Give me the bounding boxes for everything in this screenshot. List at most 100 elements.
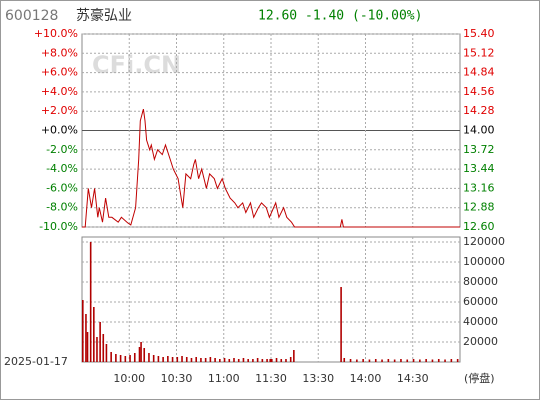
last-price: 12.60	[258, 9, 297, 24]
volume-bar	[256, 358, 259, 362]
x-tick-label: 14:00	[350, 372, 382, 385]
volume-bar	[444, 359, 446, 362]
y-tick-label: 14.28	[463, 104, 495, 117]
volume-bar	[419, 359, 421, 362]
volume-bar	[105, 344, 108, 362]
price-line	[82, 108, 460, 228]
y-tick-label: 13.72	[463, 143, 495, 156]
y2-tick-label: -6.0%	[46, 181, 78, 194]
volume-bar	[209, 357, 212, 362]
y-tick-label: 12.88	[463, 201, 495, 214]
volume-tick-label: 60000	[463, 295, 498, 308]
volume-bar	[349, 359, 352, 362]
y2-tick-label: -10.0%	[39, 220, 78, 233]
volume-bar	[167, 356, 169, 362]
y-tick-label: 14.56	[463, 85, 495, 98]
price-change: -1.40	[305, 9, 344, 24]
volume-bar	[190, 358, 193, 362]
x-tick-label: 11:30	[255, 372, 287, 385]
volume-bar	[450, 359, 453, 362]
y-tick-label: 14.00	[463, 124, 495, 137]
volume-bar	[214, 358, 216, 362]
volume-bar	[162, 357, 164, 362]
volume-bar	[289, 357, 292, 362]
volume-bar	[456, 359, 459, 362]
volume-bar	[102, 334, 105, 362]
y2-tick-label: +6.0%	[41, 66, 78, 79]
volume-bar	[82, 300, 84, 362]
volume-bar	[129, 355, 131, 362]
volume-bar	[387, 359, 390, 362]
volume-bar	[140, 342, 142, 362]
watermark: CFi.CN	[92, 51, 181, 79]
volume-tick-label: 20000	[463, 335, 498, 348]
volume-bar	[185, 357, 188, 362]
y-tick-label: 15.40	[463, 27, 495, 40]
x-tick-label: 11:00	[208, 372, 240, 385]
volume-bar	[356, 359, 358, 362]
volume-tick-label: 80000	[463, 275, 498, 288]
status-label: (停盘)	[464, 371, 495, 385]
volume-bar	[362, 359, 364, 362]
volume-bar	[242, 358, 245, 362]
volume-bar	[374, 359, 377, 362]
volume-bar	[119, 355, 122, 362]
y2-tick-label: +8.0%	[41, 46, 78, 59]
pct-change: (-10.00%)	[352, 9, 422, 24]
volume-bar	[148, 353, 150, 362]
volume-bar	[340, 287, 342, 362]
volume-bar	[181, 356, 183, 362]
y2-tick-label: +0.0%	[41, 124, 78, 137]
volume-bar	[266, 359, 268, 362]
volume-tick-label: 40000	[463, 315, 498, 328]
stock-name: 苏豪弘业	[76, 8, 132, 24]
y2-tick-label: -2.0%	[46, 143, 78, 156]
volume-tick-label: 120000	[463, 235, 505, 248]
volume-bar	[152, 355, 155, 362]
volume-bar	[271, 359, 273, 362]
volume-bar	[233, 358, 235, 362]
volume-bar	[247, 359, 249, 362]
stock-code: 600128	[5, 8, 58, 24]
volume-bar	[400, 359, 402, 362]
y2-tick-label: -8.0%	[46, 201, 78, 214]
y-tick-label: 15.12	[463, 46, 495, 59]
volume-bar	[293, 350, 295, 362]
volume-bar	[124, 356, 127, 362]
volume-bar	[368, 359, 371, 362]
y-tick-label: 13.44	[463, 162, 495, 175]
y-tick-label: 13.16	[463, 181, 495, 194]
volume-bar	[343, 358, 346, 362]
volume-bar	[425, 359, 427, 362]
y2-tick-label: +10.0%	[34, 27, 78, 40]
volume-bar	[157, 356, 160, 362]
volume-bar	[138, 347, 141, 362]
volume-bar	[93, 307, 95, 362]
volume-bar	[143, 348, 146, 362]
y2-tick-label: +4.0%	[41, 85, 78, 98]
y2-tick-label: +2.0%	[41, 104, 78, 117]
volume-bar	[223, 358, 226, 362]
y-tick-label: 12.60	[463, 220, 495, 233]
volume-bar	[237, 359, 240, 362]
volume-bar	[285, 359, 287, 362]
volume-bar	[381, 359, 383, 362]
volume-bar	[252, 359, 254, 362]
x-tick-label: 13:30	[302, 372, 334, 385]
volume-bar	[96, 337, 98, 362]
volume-bar	[219, 359, 221, 362]
x-tick-label: 10:30	[161, 372, 193, 385]
x-tick-label: 10:00	[113, 372, 145, 385]
volume-bar	[200, 358, 202, 362]
volume-bar	[393, 359, 396, 362]
volume-bar	[110, 352, 112, 362]
volume-bar	[176, 357, 179, 362]
y-tick-label: 14.84	[463, 66, 495, 79]
volume-bar	[412, 359, 415, 362]
volume-bar	[99, 322, 101, 362]
volume-bar	[204, 358, 207, 362]
volume-bar	[275, 358, 278, 362]
volume-bar	[89, 242, 92, 362]
